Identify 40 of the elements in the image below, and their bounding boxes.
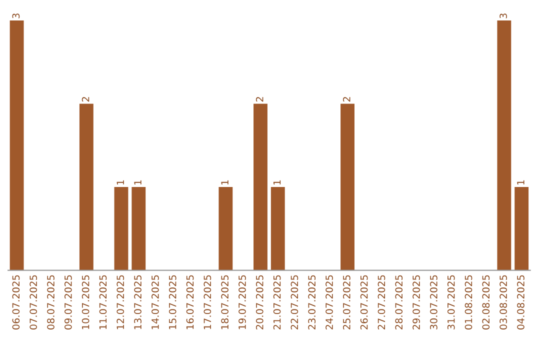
data-label: 2 bbox=[256, 97, 264, 102]
x-tick-label: 28.07.2025 bbox=[395, 275, 403, 330]
x-tick-label: 30.07.2025 bbox=[430, 275, 438, 330]
x-tick-label: 16.07.2025 bbox=[186, 275, 194, 330]
x-tick-label: 25.07.2025 bbox=[342, 275, 350, 330]
x-tick-label: 12.07.2025 bbox=[116, 275, 124, 330]
data-label: 3 bbox=[12, 14, 20, 18]
x-tick-label: 20.07.2025 bbox=[256, 275, 264, 330]
x-tick-label: 11.07.2025 bbox=[99, 275, 107, 330]
x-tick-label: 18.07.2025 bbox=[221, 275, 228, 330]
data-label: 1 bbox=[517, 180, 524, 185]
x-tick-label: 26.07.2025 bbox=[360, 275, 368, 330]
data-label: 2 bbox=[342, 97, 350, 102]
x-tick-label: 22.07.2025 bbox=[290, 275, 298, 330]
x-tick-label: 10.07.2025 bbox=[82, 275, 90, 330]
x-tick-label: 27.07.2025 bbox=[378, 275, 386, 330]
x-tick-label: 21.07.2025 bbox=[273, 275, 281, 330]
data-label: 2 bbox=[82, 97, 90, 102]
x-tick-label: 24.07.2025 bbox=[326, 275, 333, 330]
x-tick-label: 06.07.2025 bbox=[12, 275, 20, 330]
x-tick-label: 17.07.2025 bbox=[204, 275, 212, 330]
data-label: 1 bbox=[221, 180, 228, 185]
x-tick-label: 07.07.2025 bbox=[30, 275, 38, 330]
x-tick-label: 04.08.2025 bbox=[517, 275, 524, 330]
data-label: 1 bbox=[273, 180, 281, 185]
x-tick-label: 31.07.2025 bbox=[447, 275, 455, 330]
data-label: 3 bbox=[500, 14, 507, 18]
x-tick-label: 09.07.2025 bbox=[64, 275, 72, 330]
x-tick-label: 08.07.2025 bbox=[47, 275, 54, 330]
x-tick-label: 29.07.2025 bbox=[412, 275, 420, 330]
x-tick-label: 14.07.2025 bbox=[152, 275, 159, 330]
data-label: 1 bbox=[116, 180, 124, 185]
x-tick-label: 13.07.2025 bbox=[134, 275, 142, 330]
x-tick-label: 15.07.2025 bbox=[168, 275, 176, 330]
x-tick-label: 23.07.2025 bbox=[308, 275, 316, 330]
x-tick-label: 03.08.2025 bbox=[500, 275, 507, 330]
x-tick-label: 19.07.2025 bbox=[238, 275, 246, 330]
data-label: 1 bbox=[134, 180, 142, 185]
x-tick-label: 02.08.2025 bbox=[482, 275, 490, 330]
x-tick-label: 01.08.2025 bbox=[464, 275, 472, 330]
